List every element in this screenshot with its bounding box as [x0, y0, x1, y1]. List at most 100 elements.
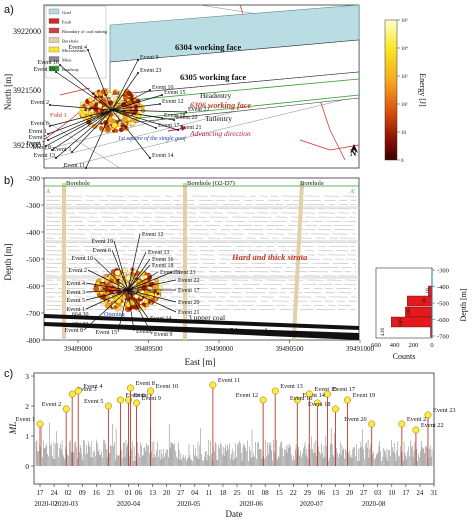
ytick-label: -600 — [26, 282, 40, 291]
event-label: Event 20 — [176, 115, 198, 121]
event-label: Event 1 — [16, 416, 35, 423]
event-label: Event 12 — [162, 99, 184, 105]
microseismic-point — [108, 289, 114, 295]
event-arrow — [127, 289, 177, 313]
event-label: Event 8 — [65, 328, 84, 334]
microseismic-point — [114, 128, 119, 133]
panel-b-letter: b) — [4, 175, 14, 187]
xtick-label: 15 — [276, 489, 284, 497]
xtick-label: 25 — [234, 489, 242, 497]
event-label: Event 5 — [84, 398, 103, 405]
panel-a-ytick-2: 3921500 — [13, 86, 41, 95]
panel-a-letter: a) — [4, 4, 14, 16]
xtick-label: 24 — [416, 489, 424, 497]
event-arrow — [111, 103, 161, 111]
colorbar-tick-label: 10 — [401, 131, 407, 136]
legend-swatch — [48, 37, 60, 43]
event-label: Event 15 — [314, 386, 337, 393]
microseismic-point — [110, 298, 114, 302]
panel-c-letter: c) — [4, 368, 13, 380]
microseismic-point — [122, 117, 128, 123]
event-arrow — [111, 249, 129, 291]
event-arrowhead — [137, 72, 139, 74]
section-start: A — [46, 189, 51, 195]
opening-label: Opening — [104, 312, 125, 318]
event-arrowhead — [185, 111, 187, 113]
event-marker — [62, 405, 70, 413]
advancing-arrowhead — [181, 125, 186, 131]
xtick-label: 22 — [290, 489, 298, 497]
microseismic-point — [118, 127, 124, 133]
hist-xtick-label: 0 — [430, 342, 433, 349]
microseismic-point — [126, 90, 133, 97]
xtick-label: 06 — [135, 489, 143, 497]
microseismic-point — [110, 127, 115, 131]
xtick-label: 02 — [65, 489, 73, 497]
microseismic-point — [88, 102, 94, 108]
event-label: Event 10 — [72, 256, 94, 262]
colorbar-tick-label: 10³ — [401, 74, 408, 80]
event-arrowhead — [55, 71, 57, 73]
event-arrowhead — [55, 157, 57, 159]
event-label: Event 16 — [38, 60, 60, 66]
panel-a-ytick-1: 3922000 — [13, 27, 41, 36]
event-arrow — [85, 289, 129, 301]
event-label: Event 2 — [31, 100, 50, 106]
event-arrow — [111, 109, 151, 159]
event-arrows-b: Event 19 Event 12 Event 6 Event 13 Event 10 E… — [65, 232, 200, 338]
event-marker — [104, 402, 112, 410]
xtick-label: 23 — [107, 489, 115, 497]
panel-b-yticks: -200 -300 -400 -500 -600 -700 -800 — [26, 174, 44, 345]
event-arrow — [93, 257, 129, 291]
event-arrow — [127, 289, 177, 303]
event-arrow — [111, 109, 157, 129]
event-label: Event 22 — [421, 422, 444, 429]
event-arrow — [127, 251, 147, 291]
event-marker — [68, 390, 76, 398]
event-label: Event 13 — [148, 250, 170, 256]
xtick-label: 20 — [346, 489, 354, 497]
event-marker — [116, 396, 124, 404]
event-arrow — [127, 289, 135, 332]
goaf-label: 1st square of the single goaf — [118, 135, 187, 142]
xtick-label: 01 — [248, 489, 256, 497]
event-marker — [344, 396, 352, 404]
event-label: Event 11 — [160, 270, 181, 276]
event-arrow — [59, 64, 113, 111]
event-label: Event 8 — [135, 380, 154, 387]
xtick-label: 11 — [205, 489, 212, 497]
panel-b-ylabel: Depth [m] — [3, 243, 13, 280]
event-label: Event 18 — [164, 113, 186, 119]
event-arrow — [111, 109, 163, 119]
microseismic-point — [99, 125, 104, 131]
xtick-label: 39491000 — [346, 345, 375, 353]
event-label: Event 14 — [152, 153, 174, 159]
face-6304-label: 6304 working face — [175, 42, 241, 52]
event-label: Event 20 — [344, 416, 367, 423]
panel-c-ylabel: ML — [8, 422, 18, 436]
event-arrow — [85, 289, 129, 293]
event-label: Event 23 — [174, 270, 196, 276]
event-label: Event 5 — [67, 298, 86, 304]
event-arrow — [55, 71, 113, 111]
microseismic-point — [107, 92, 113, 98]
event-label: Event 12 — [236, 392, 259, 399]
event-arrow — [127, 289, 149, 319]
event-arrowhead — [45, 145, 47, 147]
event-arrow — [127, 271, 173, 291]
event-arrow — [111, 94, 163, 111]
histogram-label: 436 — [380, 328, 386, 337]
event-arrow — [111, 109, 179, 131]
event-arrowhead — [59, 64, 61, 66]
event-label: Event 14 — [150, 316, 172, 322]
headentry-label: Headentry — [200, 91, 231, 100]
event-arrow — [113, 240, 129, 291]
event-arrowhead — [159, 103, 161, 105]
colorbar-tick-label: 10⁴ — [401, 46, 408, 52]
panel-c-xticks: 17 24 02 09 16 23 01 06 13 20 27 04 11 18 25 01 08 15 22 29… — [34, 484, 438, 508]
borehole-3-label: Borehole — [300, 180, 324, 187]
tailentry-label: Tailentry — [205, 114, 232, 123]
event-label: Event 13 — [34, 153, 56, 159]
